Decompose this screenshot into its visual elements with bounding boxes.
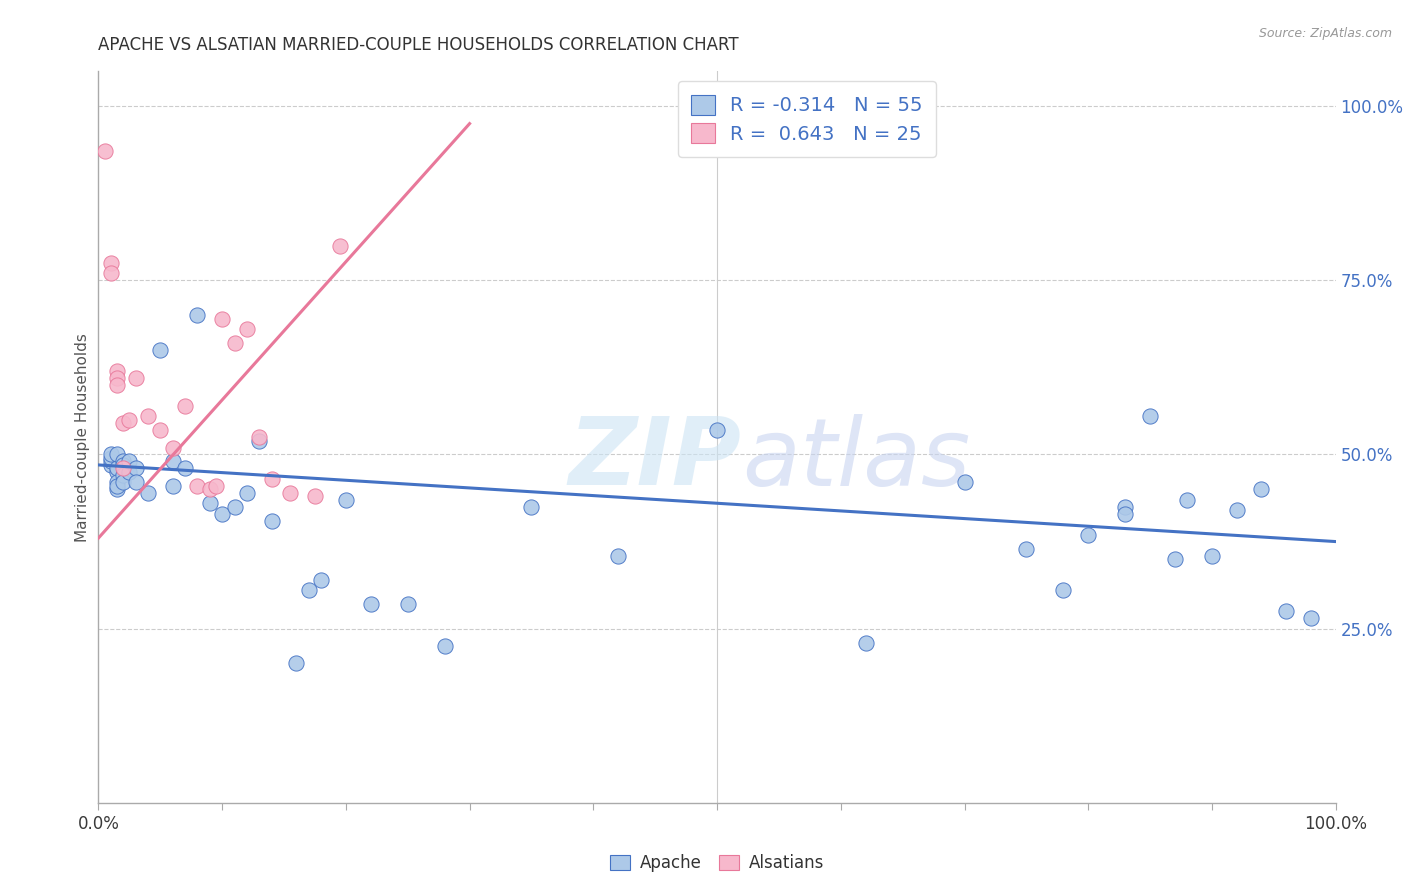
Point: [1015, 541, 1038, 556]
Point: [1114, 507, 1136, 521]
Point: [247, 430, 270, 444]
Point: [93, 145, 115, 159]
Point: [112, 454, 135, 468]
Text: atlas: atlas: [742, 414, 970, 505]
Point: [186, 479, 208, 493]
Point: [118, 465, 141, 479]
Point: [186, 308, 208, 322]
Point: [1114, 500, 1136, 514]
Point: [118, 412, 141, 426]
Point: [224, 500, 246, 514]
Point: [329, 238, 352, 252]
Point: [124, 461, 146, 475]
Point: [105, 377, 128, 392]
Point: [100, 256, 122, 270]
Point: [136, 485, 159, 500]
Point: [100, 448, 122, 462]
Point: [335, 492, 357, 507]
Point: [112, 416, 135, 430]
Point: [100, 458, 122, 472]
Point: [205, 479, 228, 493]
Point: [112, 458, 135, 472]
Point: [149, 343, 172, 357]
Point: [953, 475, 976, 490]
Point: [285, 657, 308, 671]
Point: [100, 266, 122, 280]
Point: [100, 450, 122, 465]
Point: [260, 514, 283, 528]
Point: [136, 409, 159, 424]
Point: [1077, 527, 1099, 541]
Point: [162, 441, 184, 455]
Point: [304, 489, 326, 503]
Point: [1275, 604, 1298, 618]
Point: [105, 479, 128, 493]
Point: [855, 635, 877, 649]
Point: [224, 336, 246, 351]
Point: [433, 639, 456, 653]
Point: [1250, 483, 1272, 497]
Point: [211, 311, 233, 326]
Text: APACHE VS ALSATIAN MARRIED-COUPLE HOUSEHOLDS CORRELATION CHART: APACHE VS ALSATIAN MARRIED-COUPLE HOUSEH…: [98, 36, 740, 54]
Point: [309, 573, 332, 587]
Point: [124, 371, 146, 385]
Point: [112, 475, 135, 490]
Point: [607, 549, 630, 563]
Point: [278, 485, 301, 500]
Point: [112, 461, 135, 475]
Point: [360, 597, 382, 611]
Point: [247, 434, 270, 448]
Point: [174, 461, 197, 475]
Point: [1175, 492, 1198, 507]
Point: [162, 454, 184, 468]
Point: [1201, 549, 1223, 563]
Text: Source: ZipAtlas.com: Source: ZipAtlas.com: [1258, 27, 1392, 40]
Point: [118, 454, 141, 468]
Point: [260, 472, 283, 486]
Point: [124, 475, 146, 490]
Point: [1139, 409, 1161, 424]
Point: [112, 468, 135, 483]
Point: [1226, 503, 1249, 517]
Point: [211, 507, 233, 521]
Point: [149, 423, 172, 437]
Point: [1164, 552, 1187, 566]
Y-axis label: Married-couple Households: Married-couple Households: [75, 333, 90, 541]
Text: ZIP: ZIP: [569, 413, 742, 505]
Point: [105, 448, 128, 462]
Point: [174, 399, 197, 413]
Point: [105, 465, 128, 479]
Legend: Apache, Alsatians: Apache, Alsatians: [603, 847, 831, 879]
Point: [198, 496, 221, 510]
Point: [236, 322, 259, 336]
Point: [198, 483, 221, 497]
Point: [298, 583, 321, 598]
Point: [105, 483, 128, 497]
Point: [1052, 583, 1074, 598]
Point: [1299, 611, 1322, 625]
Point: [162, 479, 184, 493]
Point: [706, 423, 728, 437]
Point: [105, 364, 128, 378]
Point: [100, 454, 122, 468]
Point: [396, 597, 419, 611]
Point: [105, 475, 128, 490]
Point: [105, 461, 128, 475]
Point: [105, 371, 128, 385]
Point: [236, 485, 259, 500]
Point: [520, 500, 543, 514]
